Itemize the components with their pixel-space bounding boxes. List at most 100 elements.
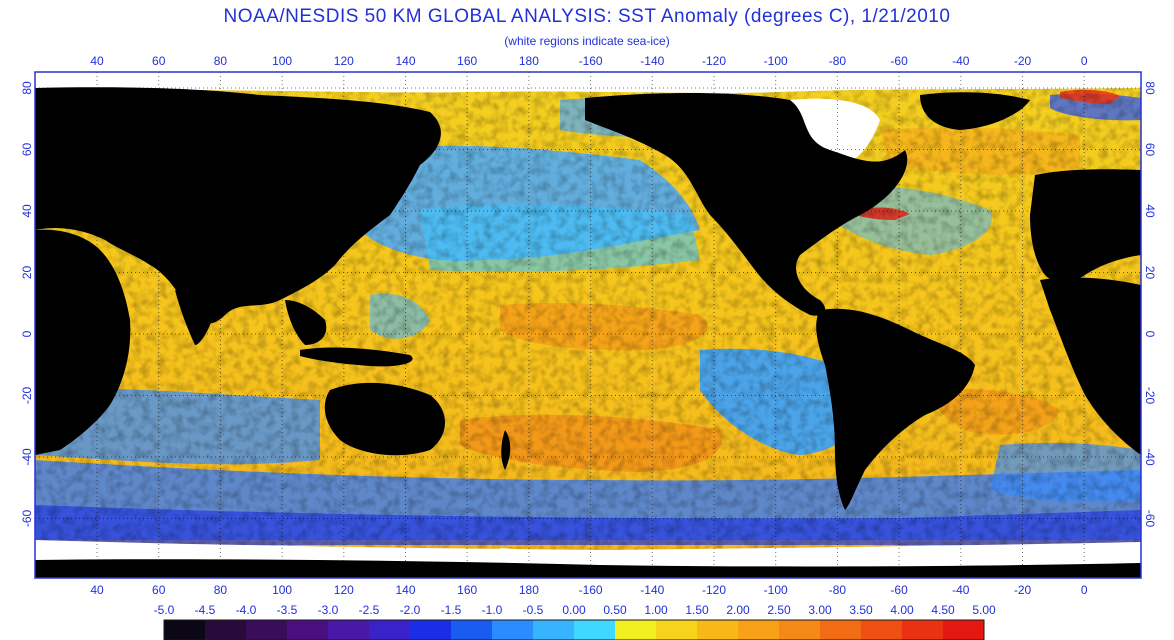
x-tick-label-bottom: -120 — [702, 583, 726, 597]
europe-africa-east — [1030, 169, 1141, 283]
y-tick-label-left: 40 — [20, 204, 34, 218]
colorbar-swatch — [287, 620, 329, 640]
colorbar-swatch — [779, 620, 821, 640]
colorbar-swatch — [697, 620, 739, 640]
x-tick-label-top: 160 — [457, 54, 477, 68]
colorbar-tick-label: -4.0 — [236, 603, 257, 617]
y-tick-label-left: 0 — [20, 330, 34, 337]
y-tick-label-left: -20 — [20, 387, 34, 405]
colorbar-tick-label: -4.5 — [195, 603, 216, 617]
x-tick-label-bottom: 60 — [152, 583, 166, 597]
colorbar-tick-label: 4.50 — [931, 603, 955, 617]
y-tick-label-right: 60 — [1143, 143, 1157, 157]
colorbar-swatch — [656, 620, 698, 640]
colorbar-tick-label: -3.0 — [318, 603, 339, 617]
colorbar-tick-label: 4.00 — [890, 603, 914, 617]
x-tick-label-bottom: 40 — [90, 583, 104, 597]
colorbar-tick-label: 1.50 — [685, 603, 709, 617]
colorbar-swatch — [574, 620, 616, 640]
graticule — [35, 72, 1141, 578]
x-tick-label-bottom: 120 — [334, 583, 354, 597]
x-tick-label-bottom: -140 — [640, 583, 664, 597]
x-tick-label-bottom: 180 — [519, 583, 539, 597]
colorbar-tick-label: 0.50 — [603, 603, 627, 617]
colorbar-swatch — [861, 620, 903, 640]
x-tick-label-top: -160 — [579, 54, 603, 68]
colorbar-tick-label: 3.00 — [808, 603, 832, 617]
africa — [35, 229, 131, 455]
colorbar-tick-label: -1.0 — [482, 603, 503, 617]
y-tick-label-right: 0 — [1143, 331, 1157, 338]
x-tick-label-bottom: -80 — [829, 583, 847, 597]
y-tick-label-left: 20 — [20, 266, 34, 280]
x-tick-label-top: 120 — [334, 54, 354, 68]
japan — [380, 187, 405, 218]
x-tick-label-top: -20 — [1014, 54, 1032, 68]
x-tick-label-top: -140 — [640, 54, 664, 68]
x-tick-label-bottom: -100 — [764, 583, 788, 597]
colorbar-swatch — [451, 620, 493, 640]
x-tick-label-top: -100 — [764, 54, 788, 68]
colorbar-swatch — [943, 620, 985, 640]
x-tick-label-bottom: 160 — [457, 583, 477, 597]
x-tick-label-bottom: 0 — [1081, 583, 1088, 597]
colorbar-swatch — [205, 620, 247, 640]
colorbar-tick-label: 1.00 — [644, 603, 668, 617]
y-tick-label-right: 80 — [1143, 81, 1157, 95]
map-subtitle: (white regions indicate sea-ice) — [504, 34, 670, 48]
colorbar-swatch — [738, 620, 780, 640]
y-tick-label-left: -60 — [20, 510, 34, 528]
y-axis-right: 80 60 40 20 0 -20 -40 -60 — [1143, 81, 1157, 527]
colorbar-tick-label: 2.50 — [767, 603, 791, 617]
colorbar-tick-label: 0.00 — [562, 603, 586, 617]
colorbar-swatch — [820, 620, 862, 640]
x-tick-label-top: -60 — [890, 54, 908, 68]
colorbar-swatch — [492, 620, 534, 640]
x-tick-label-bottom: -160 — [579, 583, 603, 597]
x-tick-label-top: 0 — [1081, 54, 1088, 68]
x-tick-label-bottom: -60 — [890, 583, 908, 597]
colorbar-tick-label: -5.0 — [154, 603, 175, 617]
colorbar-border — [163, 619, 985, 640]
x-tick-label-top: -80 — [829, 54, 847, 68]
colorbar-tick-label: 5.00 — [972, 603, 996, 617]
colorbar-swatch — [533, 620, 575, 640]
x-tick-label-bottom: 80 — [214, 583, 228, 597]
y-axis-left: 80 60 40 20 0 -20 -40 -60 — [20, 81, 34, 527]
y-tick-label-right: -20 — [1143, 387, 1157, 405]
x-tick-label-bottom: -20 — [1014, 583, 1032, 597]
map-title: NOAA/NESDIS 50 KM GLOBAL ANALYSIS: SST A… — [223, 6, 951, 27]
x-tick-label-bottom: 100 — [272, 583, 292, 597]
colorbar-swatch — [328, 620, 370, 640]
map-field — [35, 72, 1141, 578]
y-tick-label-right: 20 — [1143, 266, 1157, 280]
y-tick-label-left: -40 — [20, 448, 34, 466]
eurasia — [35, 87, 441, 324]
x-tick-label-top: -40 — [952, 54, 970, 68]
colorbar-tick-label: -3.5 — [277, 603, 298, 617]
x-tick-label-top: 60 — [152, 54, 166, 68]
x-tick-label-top: 100 — [272, 54, 292, 68]
colorbar-tick-label: 2.00 — [726, 603, 750, 617]
greenland — [920, 92, 1030, 130]
x-tick-label-top: 80 — [214, 54, 228, 68]
north-america — [585, 93, 908, 316]
y-tick-label-left: 80 — [20, 81, 34, 95]
colorbar-swatch — [164, 620, 206, 640]
colorbar-swatch — [246, 620, 288, 640]
australia — [324, 382, 445, 456]
colorbar-swatch — [410, 620, 452, 640]
colorbar-tick-label: -1.5 — [441, 603, 462, 617]
x-tick-label-top: 40 — [90, 54, 104, 68]
colorbar-tick-label: -2.0 — [400, 603, 421, 617]
africa-east — [1040, 277, 1141, 455]
new-zealand — [501, 430, 511, 470]
x-axis-bottom: 40 60 80 100 120 140 160 180 -160 -140 -120 -100 -80… — [90, 583, 1088, 597]
colorbar-swatch — [615, 620, 657, 640]
colorbar-tick-label: -0.5 — [523, 603, 544, 617]
y-tick-label-right: 40 — [1143, 204, 1157, 218]
colorbar-swatch — [902, 620, 944, 640]
map-frame — [34, 71, 1142, 579]
south-america — [816, 308, 975, 510]
x-tick-label-bottom: 140 — [395, 583, 415, 597]
